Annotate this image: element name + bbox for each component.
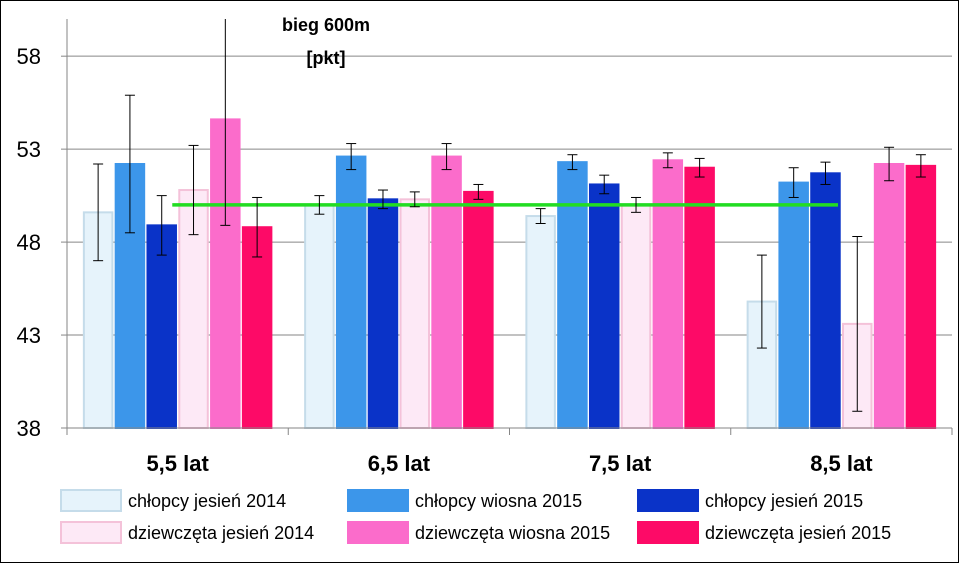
bar [810,172,841,429]
bar [431,155,462,429]
legend-label: dziewczęta jesień 2014 [128,523,314,543]
legend: chłopcy jesień 2014 chłopcy wiosna 2015 ch… [60,489,891,544]
bar [463,190,494,429]
bar [873,163,905,429]
bars [82,118,937,430]
bar [557,161,588,429]
legend-label: dziewczęta jesień 2015 [705,523,891,543]
legend-label: dziewczęta wiosna 2015 [415,523,610,543]
legend-label: chłopcy jesień 2014 [128,491,286,511]
x-category-label: 6,5 lat [368,451,431,476]
x-category-label: 7,5 lat [589,451,652,476]
y-tick-label: 58 [17,44,41,69]
legend-swatch [347,489,409,512]
legend-swatch [637,489,699,512]
bar [304,203,335,429]
axes: 38 43 48 53 58 5,5 lat 6,5 lat 7,5 lat 8,5 lat [17,19,953,476]
y-tick-label: 38 [17,416,41,441]
chart-title-line-2: [pkt] [307,48,346,68]
bar [905,164,937,429]
legend-label: chłopcy wiosna 2015 [415,491,582,511]
bar [778,181,809,429]
y-tick-label: 53 [17,137,41,162]
y-tick-label: 43 [17,323,41,348]
bar [367,198,399,429]
legend-swatch [60,521,122,544]
error-bars [93,19,926,412]
x-category-label: 5,5 lat [146,451,209,476]
bar [335,155,367,429]
y-tick-label: 48 [17,230,41,255]
legend-swatch [60,489,122,512]
legend-label: chłopcy jesień 2015 [705,491,863,511]
bar [525,215,556,429]
bar [146,224,177,429]
bar [652,159,684,429]
legend-swatch [637,521,699,544]
legend-swatch [347,521,409,544]
bar [399,198,431,429]
bar [241,226,273,429]
x-category-label: 8,5 lat [810,451,873,476]
bar [684,166,715,430]
chart-title-line-1: bieg 600m [282,15,370,35]
bar [620,203,652,429]
bar [588,183,620,429]
